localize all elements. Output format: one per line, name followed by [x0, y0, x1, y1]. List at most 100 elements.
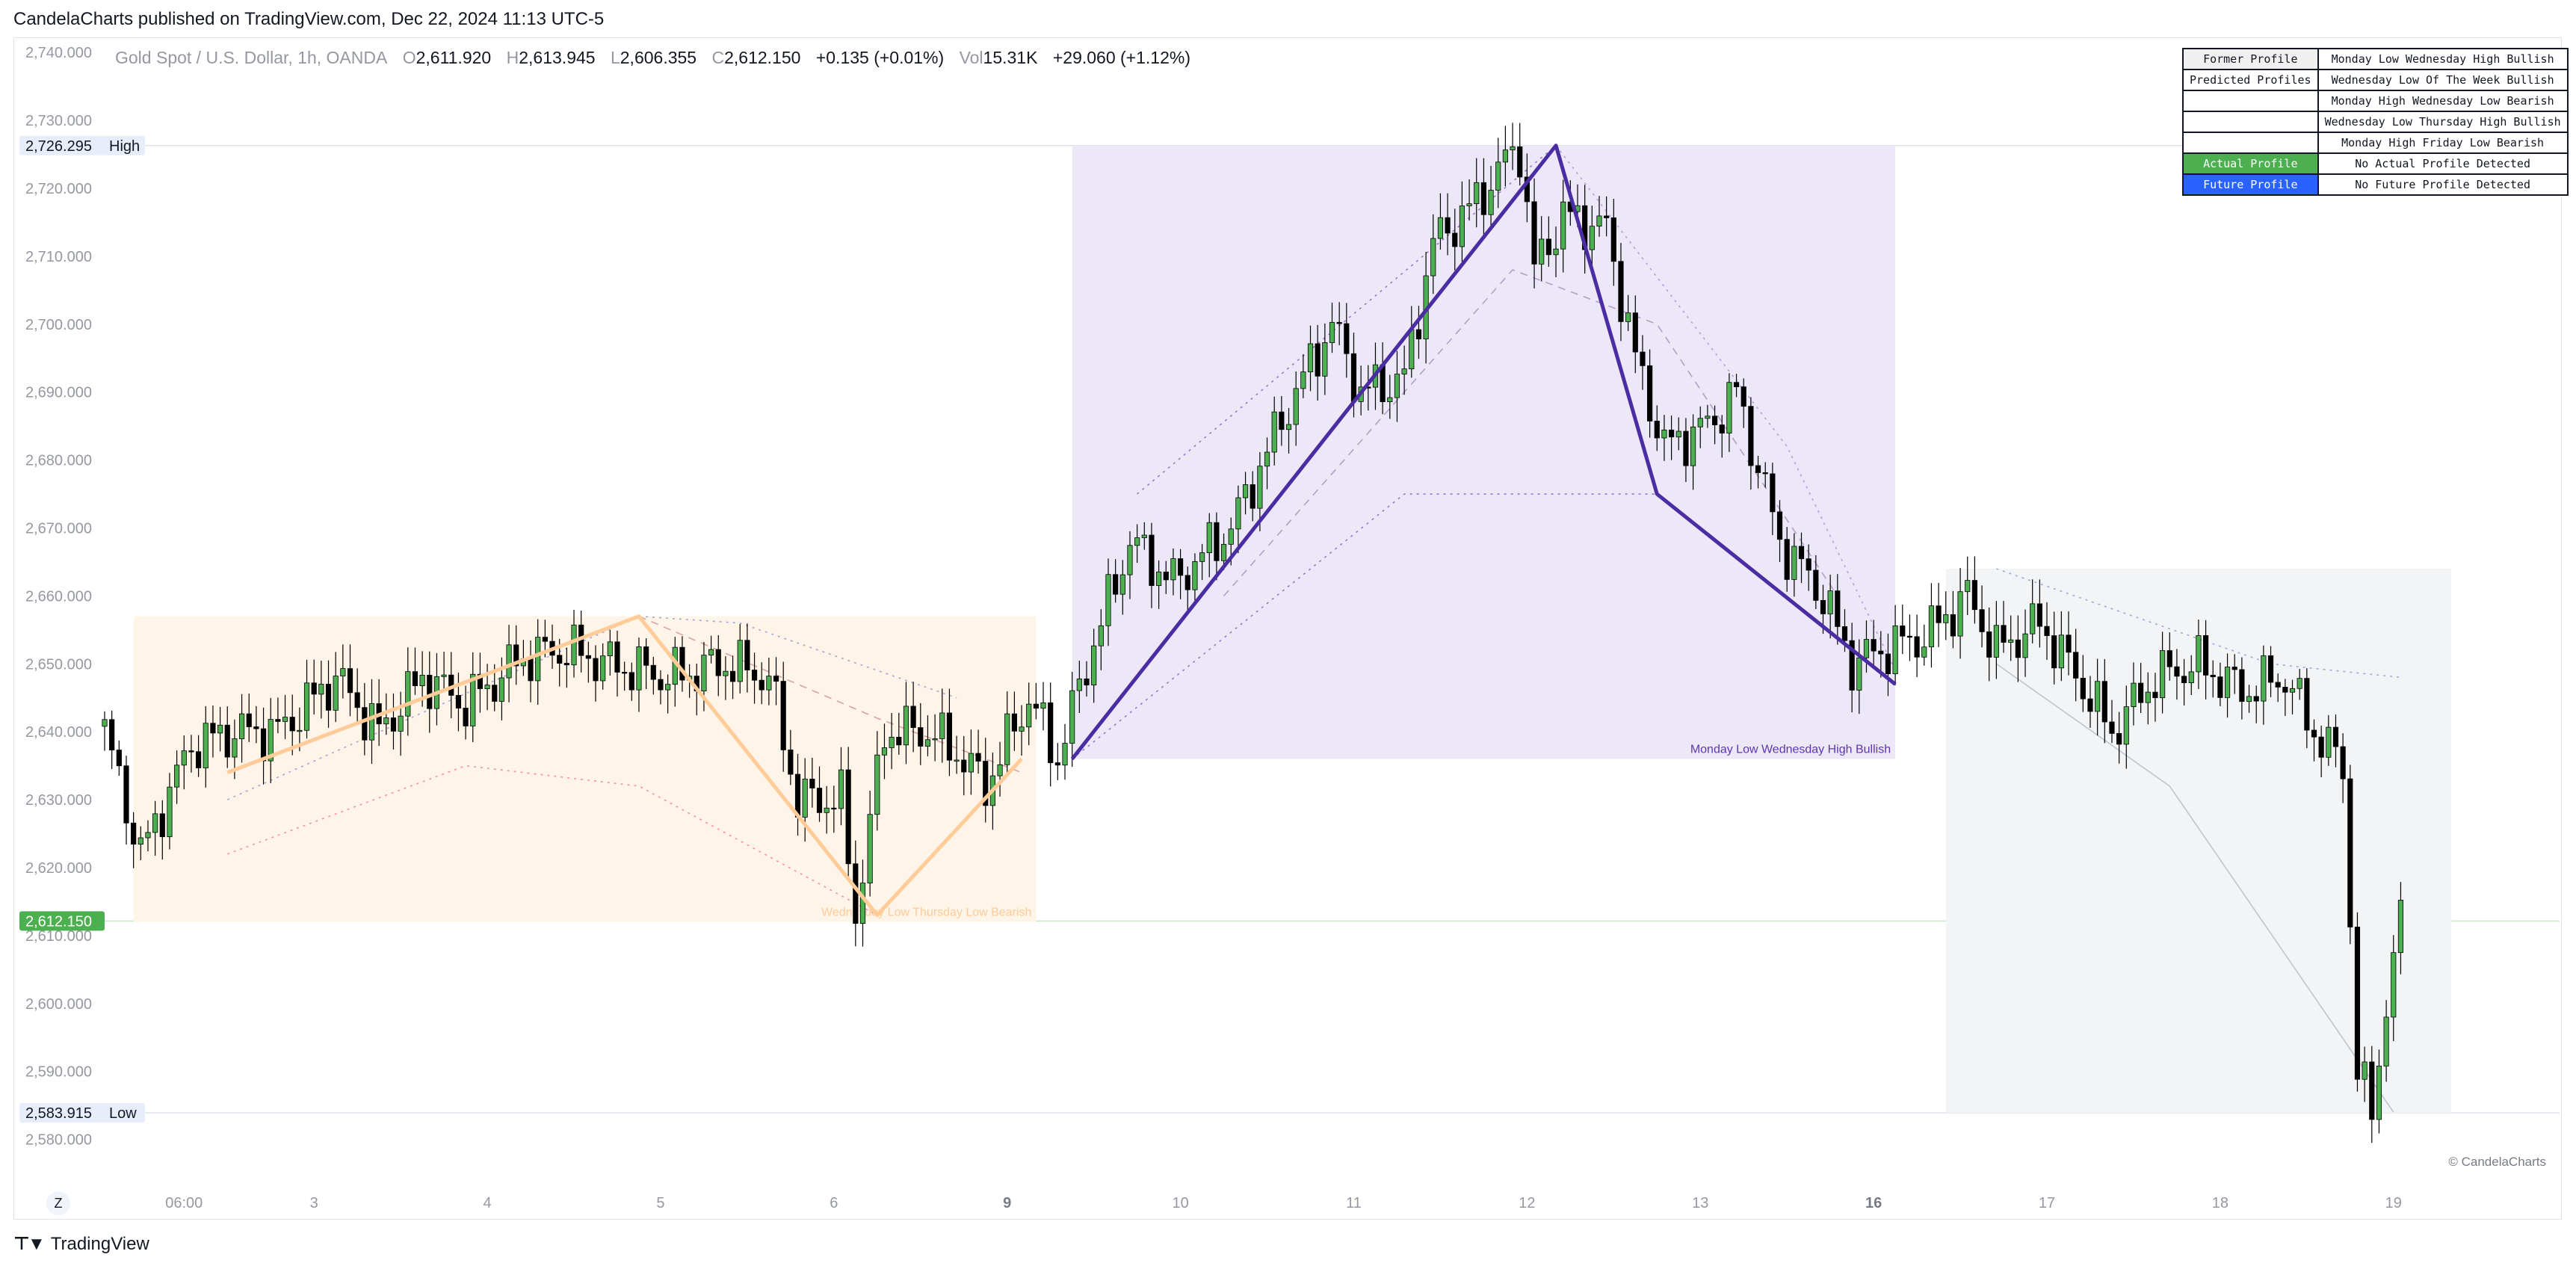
y-tick-label: 2,670.000 [25, 520, 92, 537]
candle-body [1019, 726, 1025, 732]
candle-body [2196, 635, 2202, 673]
y-tick-label: 2,590.000 [25, 1064, 92, 1081]
candle-body [773, 676, 779, 682]
candle-body [2217, 676, 2223, 698]
candle-body [2080, 678, 2086, 700]
y-tick-label: 2,580.000 [25, 1132, 92, 1149]
candle-body [1430, 238, 1436, 277]
open-value: 2,611.920 [416, 48, 492, 67]
candle-body [1192, 561, 1198, 590]
candle-body [1271, 411, 1277, 453]
price-label-box [19, 1102, 145, 1123]
candle-body [1849, 640, 1855, 691]
candle-body [2001, 625, 2007, 643]
candle-body [311, 682, 317, 695]
symbol-name[interactable]: Gold Spot / U.S. Dollar, 1h, OANDA [115, 48, 388, 67]
profile-paths [226, 143, 1897, 918]
candle-body [903, 705, 909, 746]
candle-body [1531, 201, 1537, 265]
candle-body [455, 695, 462, 708]
candle-body [1048, 702, 1054, 764]
candle-body [1474, 182, 1480, 205]
y-tick-label: 2,740.000 [25, 45, 92, 61]
tradingview-logo[interactable]: ⊤▼ TradingView [13, 1233, 149, 1255]
candle-body [368, 703, 375, 741]
candle-body [1170, 558, 1176, 581]
candle-body [131, 822, 137, 844]
candle-body [2297, 678, 2302, 689]
candle-body [492, 685, 498, 702]
candle-body [838, 769, 844, 809]
candle-body [2174, 666, 2180, 677]
candle-body [1921, 646, 1927, 658]
candle-body [585, 655, 591, 659]
candle-body [2138, 682, 2144, 703]
price-label-tag: Low [109, 1105, 137, 1122]
candle-body [1871, 639, 1877, 652]
candle-body [2376, 1066, 2382, 1120]
candle-body [1156, 571, 1162, 586]
candle-body [275, 719, 281, 722]
candle-body [1835, 590, 1841, 627]
candle-body [2239, 669, 2245, 703]
profile-table-row: Monday High Friday Low Bearish [2182, 132, 2569, 154]
guide-line [226, 615, 957, 800]
candle-body [1235, 497, 1241, 530]
candle-body [1084, 679, 1090, 686]
candle-body [1813, 569, 1819, 601]
candle-body [253, 726, 259, 729]
candle-body [1517, 146, 1523, 178]
low-label: L [610, 48, 620, 67]
candle-body [1878, 650, 1884, 655]
candle-body [1495, 161, 1501, 191]
candle-body [1054, 762, 1060, 766]
profile-row-value: Monday Low Wednesday High Bullish [2317, 48, 2569, 70]
candle-body [1510, 146, 1516, 151]
candle-body [2261, 655, 2267, 702]
candle-body [1770, 473, 1776, 513]
candle-body [2369, 1061, 2375, 1120]
candle-body [498, 677, 504, 702]
candle-body [2267, 655, 2274, 683]
candle-body [1141, 534, 1147, 538]
candle-body [708, 649, 714, 655]
candle-body [1134, 537, 1140, 546]
candle-body [744, 640, 750, 670]
price-label-tag: High [109, 138, 140, 155]
candle-body [2275, 682, 2281, 688]
candle-body [167, 786, 173, 838]
candle-body [152, 813, 158, 833]
candle-body [1344, 323, 1350, 354]
candle-body [109, 719, 115, 750]
candle-body [1401, 368, 1407, 374]
candle-body [354, 692, 360, 708]
axes: 2,740.000 2,730.000 2,720.000 2,710.000 2,70… [19, 45, 2402, 1211]
chart-frame[interactable] [13, 37, 2562, 1220]
candle-body [628, 672, 634, 691]
volume-value: 15.31K [983, 48, 1038, 67]
candle-body [665, 684, 671, 691]
candle-body [2030, 603, 2036, 634]
candle-body [1293, 388, 1299, 425]
candle-body [1091, 645, 1097, 686]
tradingview-icon: ⊤▼ [13, 1234, 46, 1254]
candle-body [2131, 682, 2137, 708]
zoom-button[interactable]: Z [46, 1191, 70, 1215]
x-tick-label: 19 [2385, 1195, 2402, 1211]
candle-body [1697, 418, 1703, 427]
profile-table-row: Wednesday Low Thursday High Bullish [2182, 111, 2569, 133]
candle-body [1690, 426, 1696, 466]
high-value: 2,613.945 [519, 48, 596, 67]
candle-body [2383, 1016, 2389, 1066]
candle-body [679, 646, 685, 681]
candle-body [1784, 539, 1790, 580]
candle-body [1524, 176, 1530, 203]
candle-body [303, 682, 310, 731]
candle-body [2224, 667, 2231, 698]
candle-body [2340, 746, 2346, 779]
candle-body [196, 751, 202, 768]
profile-table-row: Predicted Profiles Wednesday Low Of The W… [2182, 69, 2569, 91]
candle-body [643, 646, 649, 666]
candle-body [1820, 599, 1826, 614]
